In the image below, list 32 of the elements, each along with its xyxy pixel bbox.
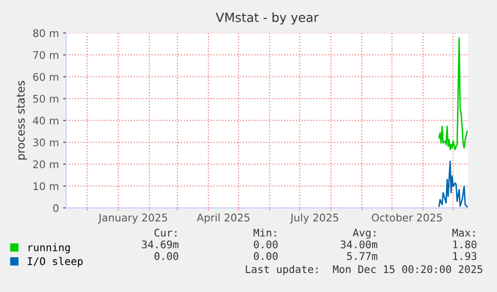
y-tick-label: 40 m [32, 116, 58, 125]
text: 5.77m [347, 252, 378, 260]
y-tick-label: 10 m [34, 182, 58, 190]
chart-title: VMstat - by year [216, 12, 319, 24]
line-series [438, 37, 468, 150]
x-tick-label: July 2025 [290, 213, 338, 224]
text: Avg: [352, 228, 376, 239]
y-tick-label: 50 m [33, 94, 58, 103]
x-tick-label: April 2025 [196, 213, 250, 224]
text: 1.80 [453, 240, 476, 248]
legend-label: running [28, 243, 70, 254]
y-tick-label: 0 [53, 204, 58, 212]
text: Min: [254, 228, 276, 236]
text: Last update: Mon Dec 15 00:20:00 2025 [246, 265, 482, 276]
line-series [438, 160, 468, 208]
x-tick-label: January 2025 [98, 214, 168, 224]
y-tick-label: 60 m [33, 72, 58, 81]
text: Cur: [154, 228, 176, 237]
text: 34.69m [142, 240, 178, 248]
text: 34.00m [340, 240, 378, 248]
text: Max: [452, 228, 475, 237]
text: 0.00 [254, 252, 278, 260]
y-tick-label: 20 m [33, 160, 58, 168]
y-tick-label: 80 m [33, 29, 58, 38]
text: 1.93 [453, 252, 476, 260]
legend-label: I/O sleep [28, 257, 83, 268]
y-tick-label: 70 m [33, 51, 58, 59]
y-axis-title: process states [16, 80, 27, 160]
text: 0.00 [154, 252, 178, 260]
y-tick-label: 30 m [33, 138, 58, 146]
text: 0.00 [254, 240, 278, 248]
x-tick-label: October 2025 [372, 213, 442, 222]
